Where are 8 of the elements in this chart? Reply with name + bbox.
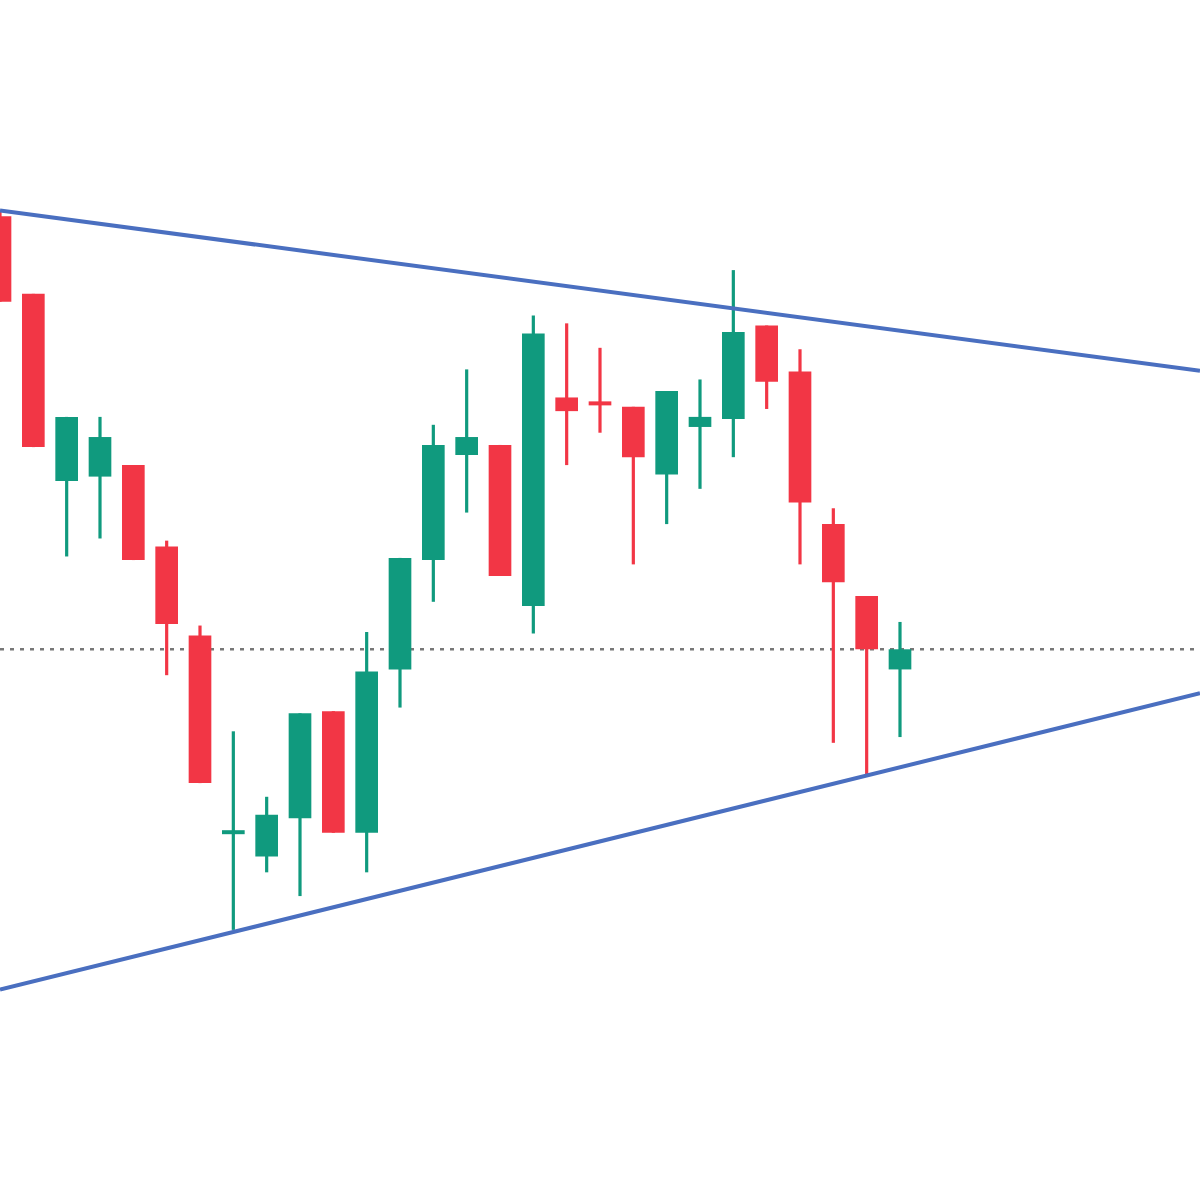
candlestick <box>888 620 912 739</box>
candlestick <box>588 346 612 435</box>
candlestick <box>555 321 578 467</box>
candlestick <box>455 367 478 515</box>
candlestick <box>222 729 245 932</box>
candlestick <box>88 415 112 541</box>
candlestick <box>688 377 712 491</box>
candlestick <box>255 795 278 874</box>
